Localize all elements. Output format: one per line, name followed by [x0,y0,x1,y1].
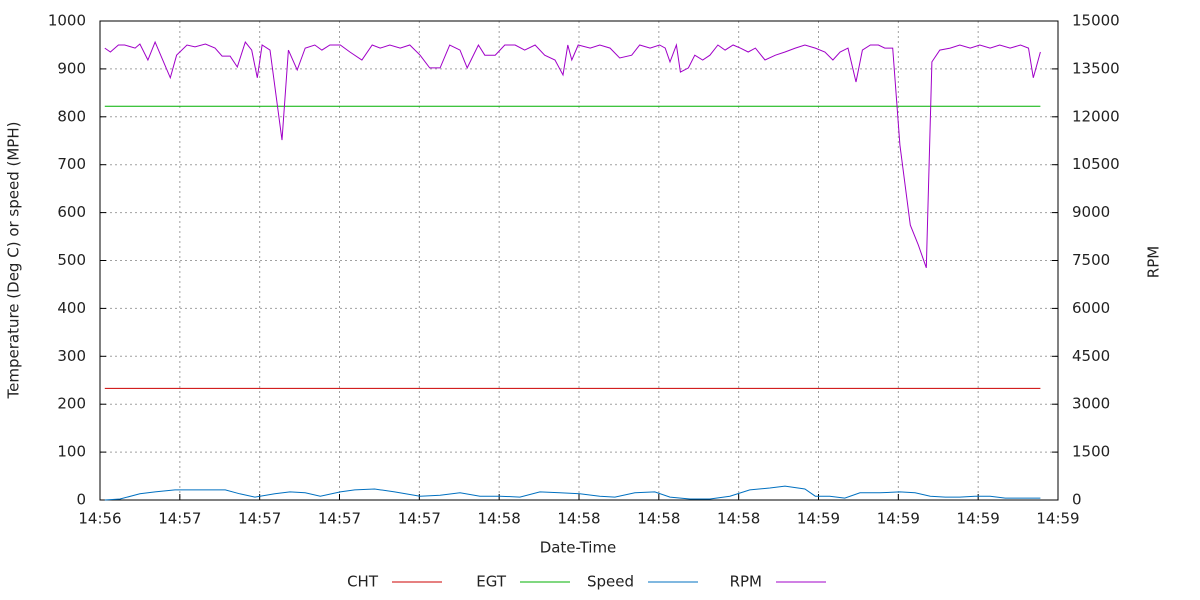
x-tick-label: 14:59 [877,510,920,528]
x-axis-title: Date-Time [540,539,617,557]
series-line [104,40,1041,268]
y-tick-label: 0 [76,491,86,509]
x-tick-label: 14:58 [717,510,760,528]
y-axis-title: Temperature (Deg C) or speed (MPH) [5,122,23,400]
y2-tick-label: 13500 [1072,59,1120,77]
y-tick-label: 1000 [48,12,86,30]
x-tick-label: 14:59 [1036,510,1079,528]
y-tick-label: 800 [57,107,86,125]
legend-label: CHT [347,573,379,591]
y-tick-label: 200 [57,395,86,413]
y-tick-label: 900 [57,59,86,77]
y2-tick-label: 7500 [1072,251,1110,269]
y-tick-label: 300 [57,347,86,365]
x-tick-label: 14:57 [398,510,441,528]
x-tick-label: 14:57 [158,510,201,528]
x-tick-label: 14:56 [78,510,121,528]
series-line [104,485,1041,501]
y2-tick-label: 1500 [1072,443,1110,461]
x-tick-label: 14:57 [318,510,361,528]
y-tick-label: 600 [57,203,86,221]
y2-tick-label: 9000 [1072,203,1110,221]
y-tick-label: 500 [57,251,86,269]
y2-tick-label: 12000 [1072,107,1120,125]
x-tick-label: 14:59 [957,510,1000,528]
x-tick-label: 14:58 [557,510,600,528]
legend-label: EGT [476,573,507,591]
y2-tick-label: 15000 [1072,12,1120,30]
x-tick-label: 14:57 [238,510,281,528]
legend-label: RPM [730,573,762,591]
x-tick-label: 14:58 [637,510,680,528]
y2-tick-label: 4500 [1072,347,1110,365]
y-tick-label: 100 [57,443,86,461]
y2-tick-label: 6000 [1072,299,1110,317]
y-tick-label: 400 [57,299,86,317]
x-tick-label: 14:58 [478,510,521,528]
y-tick-label: 700 [57,155,86,173]
y2-tick-label: 10500 [1072,155,1120,173]
legend-label: Speed [587,573,634,591]
x-tick-label: 14:59 [797,510,840,528]
y2-axis-title: RPM [1145,246,1163,278]
y2-tick-label: 3000 [1072,395,1110,413]
plot-frame [99,20,1059,501]
y2-tick-label: 0 [1072,491,1082,509]
